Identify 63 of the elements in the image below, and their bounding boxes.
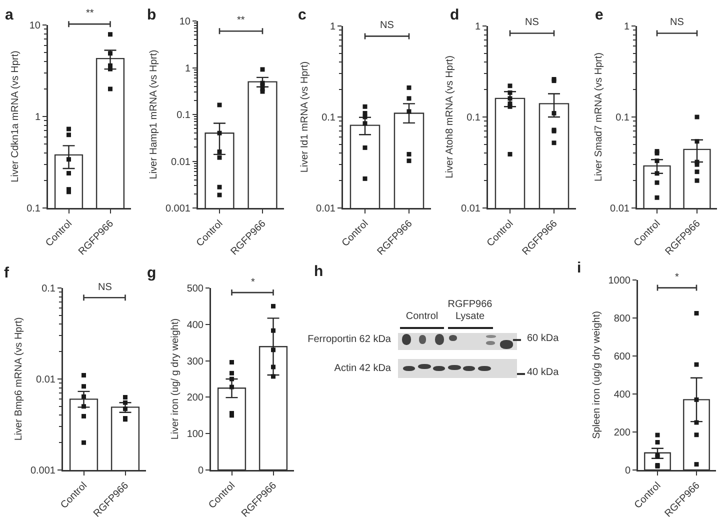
y-tick-label: 0.001 <box>165 204 191 214</box>
y-axis-title: Liver Hamp1 mRNA (vs Hprt) <box>148 50 160 180</box>
text: 60 kDa <box>527 333 559 345</box>
y-tick-label: 0.1 <box>176 110 191 121</box>
y-tick-label: 1000 <box>608 276 631 286</box>
y-tick-label: 10 <box>29 20 41 32</box>
chart-title: e <box>595 6 604 24</box>
y-tick-label: 400 <box>614 390 631 400</box>
chart-title: g <box>147 264 156 282</box>
y-tick-label: 0.01 <box>461 204 481 214</box>
text: Control <box>406 311 438 323</box>
y-tick-label: 0.1 <box>466 112 481 124</box>
y-tick-label: 0.01 <box>36 374 56 386</box>
y-tick-label: 200 <box>186 392 204 404</box>
y-axis-title: Liver Atoh8 mRNA (vs Hprt) <box>444 56 456 178</box>
chart-title: a <box>5 6 14 24</box>
y-tick-label: 200 <box>614 428 631 438</box>
y-tick-label: 1 <box>474 22 481 32</box>
annotation: * <box>251 277 255 288</box>
y-axis-title: Liver Cdkn1a mRNA (vs Hprt) <box>10 50 21 182</box>
annotation: NS <box>670 17 684 28</box>
y-tick-label: 0.01 <box>610 204 630 214</box>
y-tick-label: 300 <box>186 356 204 368</box>
y-axis-title: Liver Bmp6 mRNA (vs Hprt) <box>14 317 25 441</box>
chart-title: d <box>450 6 460 24</box>
annotation: NS <box>380 20 394 31</box>
y-tick-label: 1 <box>330 22 336 32</box>
y-axis-title: Liver Smad7 mRNA (vs Hprt) <box>593 52 604 182</box>
y-tick-label: 0.1 <box>616 112 630 124</box>
text: ** <box>86 8 94 19</box>
y-tick-label: 0 <box>624 466 631 476</box>
chart-title: f <box>4 264 10 282</box>
y-tick-label: 400 <box>186 320 204 331</box>
text: RGFP966 Lysate <box>448 299 492 323</box>
y-tick-label: 0.001 <box>30 466 56 476</box>
y-tick-label: 100 <box>186 429 204 440</box>
chart-title: i <box>577 259 582 276</box>
y-tick-label: 800 <box>614 314 631 324</box>
y-tick-label: 10 <box>179 16 191 28</box>
y-tick-label: 0 <box>198 466 204 476</box>
y-tick-label: 0.1 <box>26 204 41 214</box>
y-axis-title: Spleen iron (ug/g dry weight) <box>592 311 602 439</box>
annotation: NS <box>525 17 540 28</box>
y-tick-label: 1 <box>34 112 41 123</box>
chart-title: b <box>147 6 156 24</box>
y-tick-label: 0.01 <box>171 156 191 168</box>
annotation: ** <box>237 15 245 26</box>
y-tick-label: 1 <box>624 22 630 32</box>
y-axis-title: Liver Id1 mRNA (vs Hprt) <box>299 61 310 173</box>
y-tick-label: 1 <box>184 63 191 74</box>
text: 40 kDa <box>527 367 559 379</box>
y-axis-title: Liver iron (ug/ g dry weight) <box>170 318 182 440</box>
y-tick-label: 600 <box>614 352 631 362</box>
text: Ferroportin 62 kDa <box>308 334 391 346</box>
y-tick-label: 500 <box>186 284 204 294</box>
y-tick-label: 0.1 <box>42 284 56 294</box>
text: h <box>314 263 324 280</box>
text: Actin 42 kDa <box>334 363 391 375</box>
chart-title: c <box>298 6 306 24</box>
y-tick-label: 0.1 <box>322 112 336 124</box>
annotation: NS <box>98 282 112 293</box>
annotation: * <box>675 272 679 283</box>
y-tick-label: 0.01 <box>316 204 336 214</box>
